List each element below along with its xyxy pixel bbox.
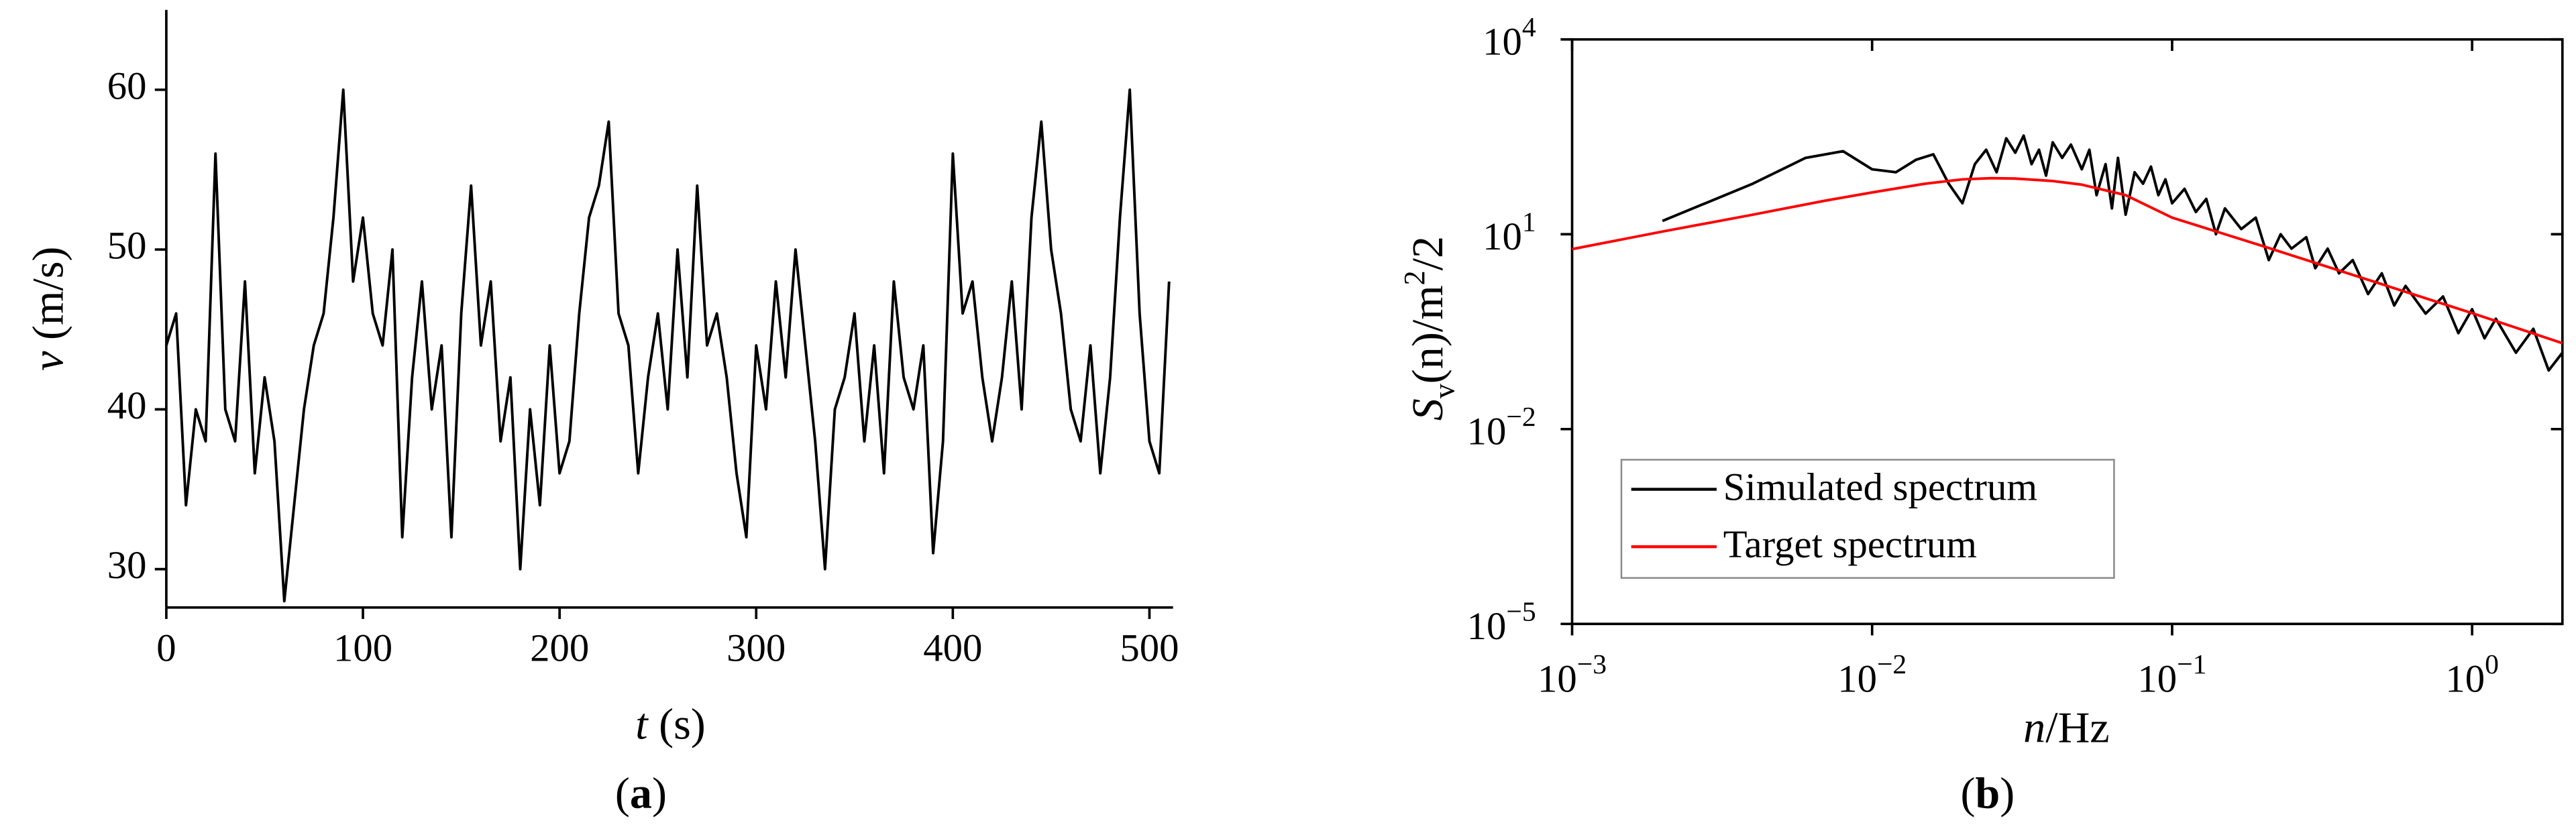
- y-tick-label: 60: [107, 64, 147, 107]
- legend-label: Target spectrum: [1723, 522, 1977, 566]
- label-part: (n)/m: [1403, 285, 1452, 384]
- label-part: S: [1403, 398, 1452, 421]
- tick-base: 10: [1837, 657, 1877, 701]
- tick-base: 10: [1483, 215, 1522, 259]
- label-part: v: [24, 351, 73, 371]
- caption: (b): [1961, 769, 2015, 818]
- label-part: v: [1428, 383, 1460, 398]
- y-tick-label: 104: [1483, 12, 1536, 64]
- tick-base: 10: [1467, 605, 1507, 649]
- legend-label: Simulated spectrum: [1723, 465, 2037, 508]
- tick-exp: −2: [1877, 649, 1907, 679]
- label-part: (m/s): [24, 247, 73, 351]
- y-tick-label: 10−2: [1467, 402, 1536, 453]
- tick-base: 10: [2137, 657, 2177, 701]
- y-tick-label: 50: [107, 224, 147, 268]
- tick-exp: −2: [1506, 402, 1536, 433]
- label-part: ): [2000, 769, 2015, 818]
- x-tick-label: 400: [923, 626, 982, 669]
- series-line: [1662, 134, 2564, 372]
- x-tick-label: 10−1: [2137, 649, 2206, 700]
- legend-box: [1620, 459, 2115, 579]
- x-tick-label: 10−2: [1837, 649, 1907, 700]
- label-part: b: [1976, 769, 2000, 818]
- label-part: (s): [648, 700, 706, 749]
- x-axis-label: n/Hz: [2023, 704, 2109, 752]
- label-part: ): [652, 769, 667, 818]
- tick-exp: 0: [2485, 649, 2499, 679]
- tick-base: 10: [1483, 20, 1522, 64]
- plot-frame: [1570, 38, 2564, 626]
- x-tick-label: 0: [156, 626, 176, 669]
- x-tick-label: 200: [530, 626, 589, 669]
- label-part: 2: [1398, 270, 1431, 285]
- tick-exp: 4: [1522, 12, 1536, 43]
- label-part: /2: [1403, 236, 1452, 270]
- x-axis-label: t (s): [635, 700, 706, 749]
- tick-base: 10: [1538, 657, 1577, 701]
- y-tick-label: 30: [107, 543, 147, 587]
- label-part: a: [630, 769, 652, 818]
- series-line: [165, 88, 1171, 603]
- x-tick-label: 300: [727, 626, 786, 669]
- y-tick-label: 10−5: [1467, 596, 1536, 648]
- x-tick-label: 500: [1120, 626, 1179, 669]
- x-tick-label: 100: [2445, 649, 2499, 700]
- y-axis-label: Sv(n)/m2/2: [1398, 236, 1460, 421]
- tick-base: 10: [2445, 657, 2485, 701]
- tick-exp: −5: [1506, 596, 1536, 627]
- label-part: (: [1961, 769, 1976, 818]
- tick-exp: −3: [1577, 649, 1607, 679]
- chart: 0 100 200 300 400 500 30 40 50 60 t (s) v (m/s) (a): [24, 9, 1179, 818]
- tick-exp: 1: [1522, 207, 1536, 237]
- x-tick-label: 100: [333, 626, 392, 669]
- series-line: [1572, 176, 2563, 345]
- label-part: (: [615, 769, 630, 818]
- tick-base: 10: [1467, 410, 1507, 453]
- label-part: /Hz: [2045, 704, 2109, 752]
- y-axis-label: v (m/s): [24, 247, 73, 371]
- caption: (a): [615, 769, 667, 818]
- y-tick-label: 101: [1483, 207, 1536, 258]
- label-part: t: [635, 700, 649, 749]
- x-tick-label: 10−3: [1538, 649, 1607, 700]
- tick-exp: −1: [2177, 649, 2206, 679]
- label-part: n: [2023, 704, 2045, 752]
- y-tick-label: 40: [107, 384, 147, 427]
